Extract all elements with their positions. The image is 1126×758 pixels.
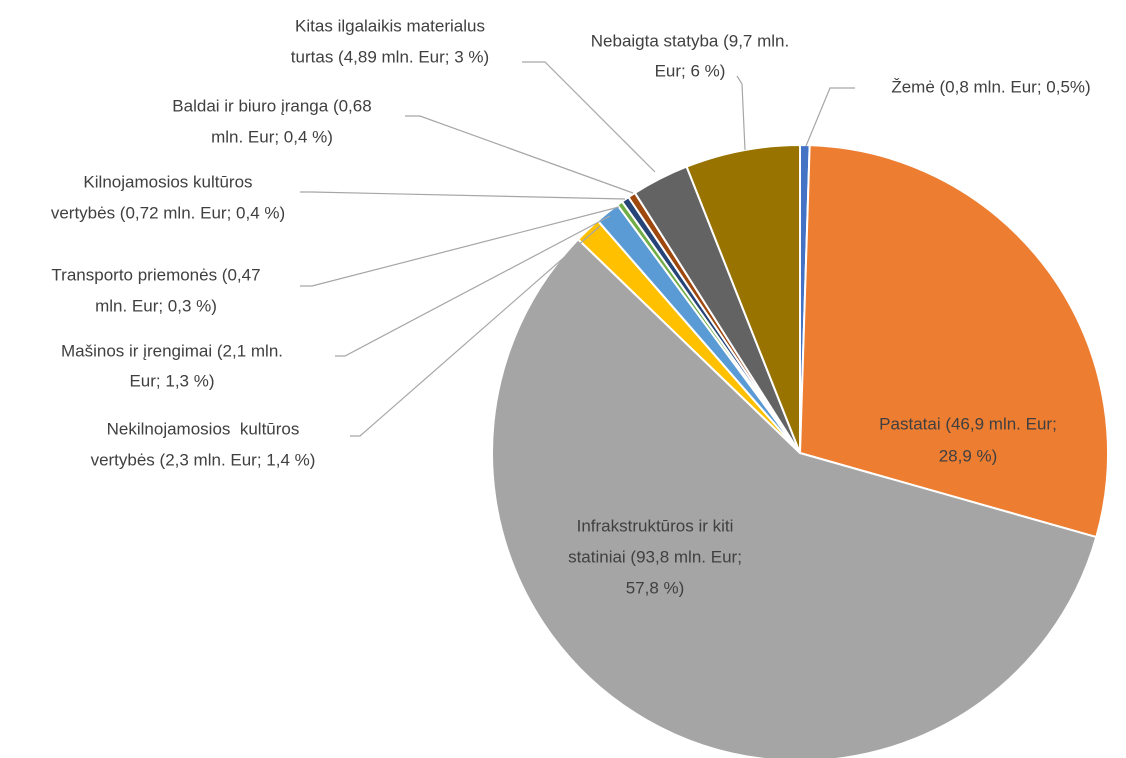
leader-line [350, 225, 601, 437]
data-label: vertybės (0,72 mln. Eur; 0,4 %) [51, 203, 285, 222]
data-label: Infrakstruktūros ir kiti [577, 516, 734, 535]
data-label: Pastatai (46,9 mln. Eur; [879, 414, 1057, 433]
data-label: 57,8 %) [626, 578, 685, 597]
data-label: Transporto priemonės (0,47 [51, 265, 260, 284]
data-label: Mašinos ir įrengimai (2,1 mln. [61, 341, 283, 360]
leader-line [805, 87, 855, 147]
data-label: 28,9 %) [939, 446, 998, 465]
leader-line [405, 115, 634, 194]
data-label: Eur; 1,3 %) [129, 371, 214, 390]
pie-slice [685, 143, 801, 454]
leader-line [522, 61, 656, 173]
pie-slice [798, 144, 1109, 539]
leader-line [736, 75, 746, 151]
leader-line [300, 206, 620, 287]
data-label: statiniai (93,8 mln. Eur; [568, 547, 742, 566]
data-label: Baldai ir biuro įranga (0,68 [172, 96, 371, 115]
data-label: Nebaigta statyba (9,7 mln. [591, 31, 789, 50]
data-label: Nekilnojamosios kultūros [107, 419, 300, 438]
data-label: Eur; 6 %) [655, 61, 726, 80]
data-label: Žemė (0,8 mln. Eur; 0,5%) [891, 77, 1090, 96]
data-label: vertybės (2,3 mln. Eur; 1,4 %) [91, 450, 316, 469]
data-label: turtas (4,89 mln. Eur; 3 %) [291, 47, 489, 66]
leader-line [300, 191, 626, 200]
leader-line [335, 215, 611, 357]
data-label: Kitas ilgalaikis materialus [295, 16, 485, 35]
data-label: Kilnojamosios kultūros [83, 172, 252, 191]
data-label: mln. Eur; 0,4 %) [211, 127, 333, 146]
data-label: mln. Eur; 0,3 %) [95, 296, 217, 315]
pie-slice [491, 237, 1098, 758]
